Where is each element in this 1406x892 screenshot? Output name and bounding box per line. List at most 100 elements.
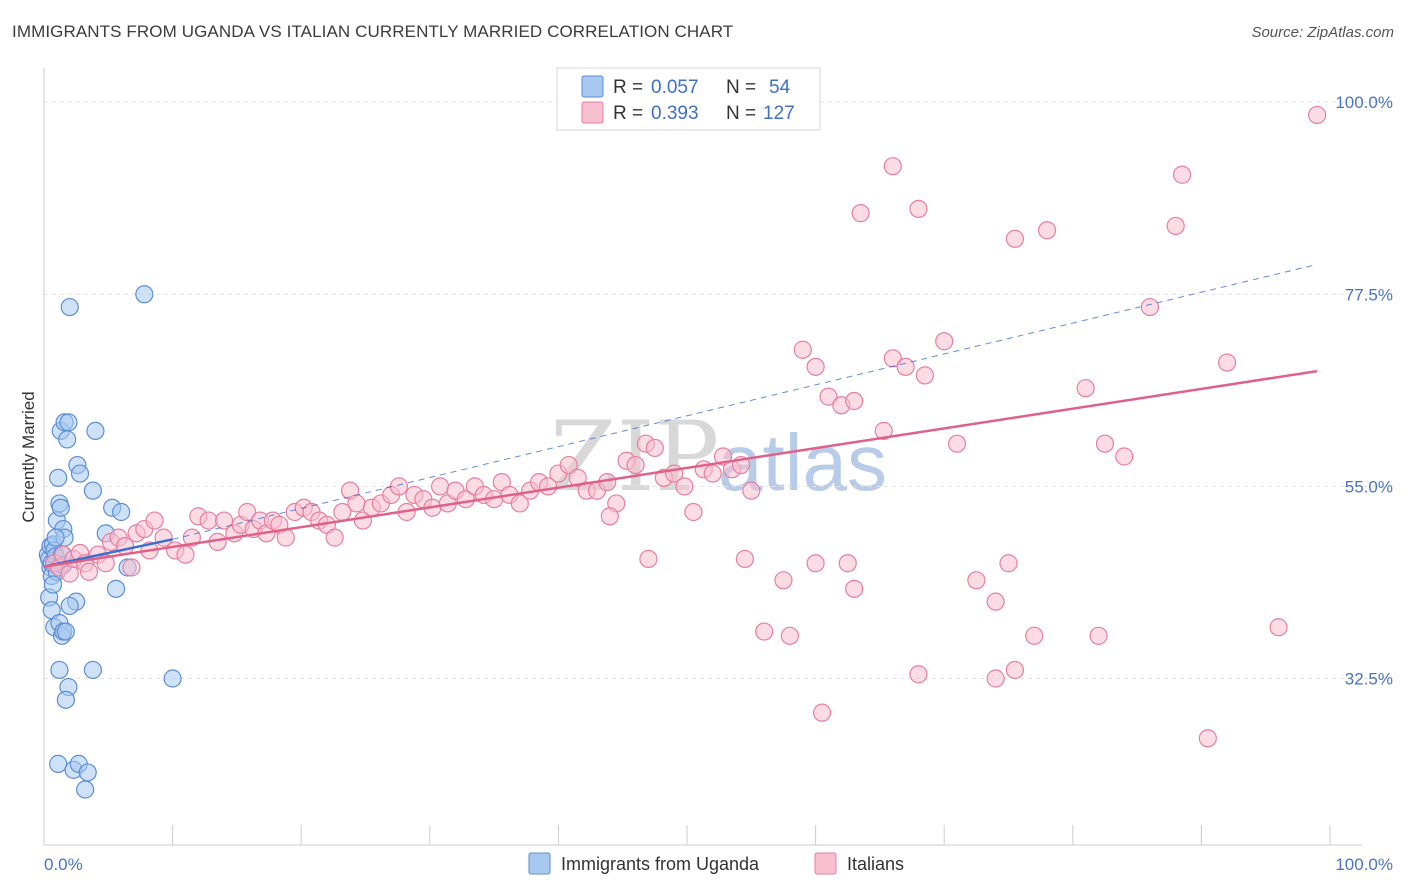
italians-point-116 — [1140, 297, 1160, 317]
italians-point-48 — [389, 477, 409, 496]
italians-point-127 — [909, 665, 928, 684]
uganda-point-29 — [83, 481, 102, 500]
uganda-point-37 — [106, 579, 126, 598]
uganda-point-25 — [58, 430, 77, 449]
uganda-point-50 — [46, 528, 65, 547]
italians-point-88 — [639, 549, 658, 569]
legend-n-label-uganda: N = — [726, 77, 756, 98]
italians-point-120 — [1218, 353, 1237, 372]
italians-point-7 — [79, 562, 99, 581]
italians-point-124 — [838, 554, 857, 573]
italians-point-17 — [145, 511, 164, 530]
italians-point-62 — [510, 494, 529, 513]
bottom-legend-label-italians: Italians — [847, 854, 904, 874]
italians-point-105 — [806, 357, 825, 376]
uganda-point-49 — [60, 596, 79, 616]
source-label: Source: ZipAtlas.com — [1251, 24, 1394, 41]
italians-point-89 — [735, 549, 754, 569]
uganda-point-31 — [60, 297, 79, 317]
italians-point-20 — [176, 545, 195, 564]
italians-point-92 — [819, 387, 838, 406]
italians-point-43 — [347, 494, 366, 513]
legend-r-label-italians: R = — [613, 103, 643, 124]
legend-swatch-uganda — [581, 75, 604, 98]
italians-point-106 — [793, 340, 812, 359]
axes — [43, 68, 1362, 846]
italians-point-87 — [600, 507, 619, 526]
uganda-point-19 — [49, 468, 68, 487]
italians-point-122 — [1308, 105, 1327, 125]
italians-point-112 — [1005, 660, 1025, 680]
italians-point-103 — [1025, 626, 1044, 645]
italians-point-40 — [325, 528, 344, 547]
italians-point-99 — [947, 434, 967, 453]
italians-point-102 — [999, 554, 1018, 573]
trend-lines — [43, 263, 1318, 568]
italians-point-25 — [214, 511, 234, 530]
uganda-point-41 — [56, 690, 75, 709]
italians-point-80 — [684, 502, 703, 522]
italians-point-104 — [780, 626, 799, 645]
italians-point-23 — [199, 511, 218, 530]
legend-n-value-italians: 127 — [763, 103, 795, 124]
italians-point-130 — [1095, 434, 1115, 453]
legend-r-value-italians: 0.393 — [651, 103, 699, 124]
legend-bottom: Immigrants from Uganda Italians — [528, 852, 904, 875]
uganda-trend-dashed — [172, 263, 1318, 540]
italians-point-118 — [1173, 165, 1192, 184]
bottom-legend-swatch-italians — [814, 852, 837, 875]
italians-point-107 — [851, 204, 870, 223]
italians-point-128 — [845, 579, 864, 598]
uganda-point-16 — [56, 622, 75, 641]
chart-title: IMMIGRANTS FROM UGANDA VS ITALIAN CURREN… — [12, 22, 734, 41]
legend-r-value-uganda: 0.057 — [651, 77, 699, 98]
italians-point-74 — [626, 455, 645, 475]
italians-point-119 — [1198, 729, 1217, 748]
italians-point-101 — [986, 592, 1005, 611]
italians-point-68 — [568, 468, 587, 487]
italians-point-79 — [675, 477, 694, 496]
y-tick-label-1: 55.0% — [1345, 477, 1393, 496]
x-tick-label-0: 0.0% — [44, 855, 83, 874]
italians-point-90 — [774, 571, 793, 590]
uganda-point-30 — [86, 421, 105, 440]
y-tick-label-0: 32.5% — [1345, 670, 1393, 689]
italians-point-123 — [1005, 229, 1025, 248]
y-axis-title: Currently Married — [19, 391, 38, 522]
uganda-point-32 — [135, 285, 154, 304]
italians-point-91 — [806, 554, 825, 573]
italians-point-95 — [874, 421, 893, 440]
bottom-legend-swatch-uganda — [528, 852, 551, 875]
italians-point-113 — [1037, 221, 1057, 240]
x-tick-label-100: 100.0% — [1335, 855, 1393, 874]
uganda-point-48 — [76, 780, 95, 799]
uganda-point-47 — [78, 763, 97, 782]
italians-point-109 — [909, 199, 928, 218]
x-ticks — [172, 825, 1331, 845]
y-tick-labels: 32.5% 55.0% 77.5% 100.0% — [1335, 93, 1393, 688]
italians-point-117 — [1166, 216, 1185, 236]
italians-trend — [43, 369, 1318, 568]
uganda-point-35 — [112, 502, 131, 522]
italians-point-114 — [1076, 379, 1095, 398]
bottom-legend-label-uganda: Immigrants from Uganda — [561, 854, 760, 874]
uganda-point-39 — [50, 660, 69, 680]
uganda-point-26 — [59, 413, 78, 432]
legend-n-label-italians: N = — [726, 103, 756, 124]
italians-point-94 — [845, 391, 864, 411]
italians-point-82 — [703, 464, 722, 483]
uganda-point-43 — [163, 669, 182, 688]
y-tick-label-3: 100.0% — [1335, 93, 1393, 112]
italians-point-129 — [1115, 447, 1134, 466]
italians-point-28 — [238, 502, 257, 522]
legend-swatch-italians — [581, 101, 604, 124]
italians-point-115 — [1089, 626, 1108, 645]
italians-point-97 — [896, 357, 915, 376]
italians-point-126 — [812, 703, 832, 722]
uganda-point-52 — [43, 575, 63, 594]
italians-point-110 — [935, 332, 954, 351]
y-tick-label-2: 77.5% — [1345, 285, 1393, 304]
italians-point-76 — [645, 438, 664, 458]
italians-point-86 — [742, 481, 761, 500]
